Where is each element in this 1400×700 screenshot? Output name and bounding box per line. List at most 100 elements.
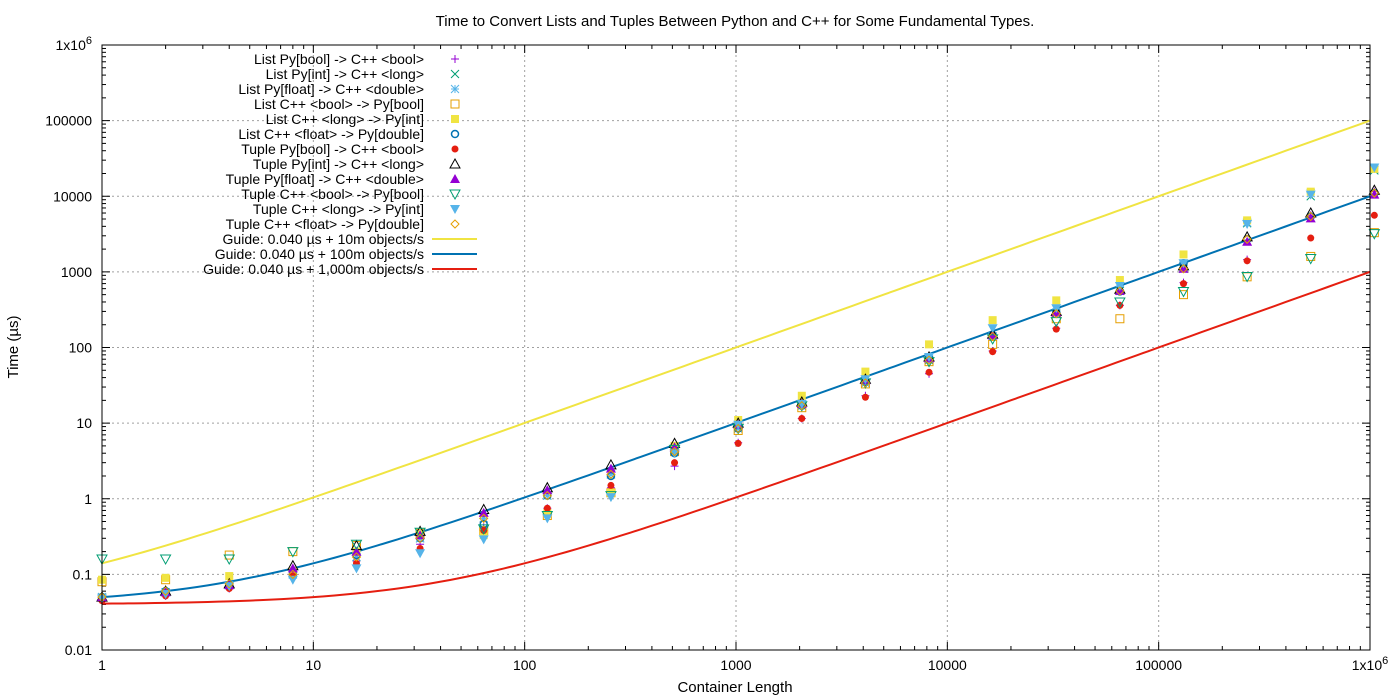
data-point [671, 459, 679, 467]
data-point [1369, 189, 1380, 199]
legend-label: Tuple Py[bool] -> C++ <bool> [241, 141, 424, 157]
legend-label: Tuple C++ <bool> -> Py[bool] [241, 186, 424, 202]
data-point [350, 539, 363, 551]
legend-label: Tuple C++ <float> -> Py[double] [226, 216, 424, 232]
data-point [288, 569, 298, 580]
data-point [924, 352, 935, 362]
x-tick-label: 10 [306, 657, 322, 673]
data-point [1115, 276, 1124, 285]
data-point [351, 546, 362, 556]
data-point [351, 564, 362, 574]
y-tick-label: 10 [76, 415, 92, 431]
data-point [1242, 219, 1253, 229]
legend-label: Guide: 0.040 µs + 100m objects/s [215, 246, 424, 262]
data-point [1177, 287, 1190, 298]
legend-entry: List C++ <bool> -> Py[bool] [254, 96, 460, 112]
legend-label: Tuple Py[float] -> C++ <double> [226, 171, 424, 187]
data-point [606, 469, 616, 480]
plot-frame [101, 44, 1371, 651]
y-tick-label: 0.01 [65, 642, 92, 658]
legend-symbol [451, 115, 459, 123]
legend-entry: Guide: 0.040 µs + 1,000m objects/s [203, 261, 477, 277]
data-point [478, 507, 489, 517]
data-point [1115, 286, 1125, 296]
data-point [796, 399, 807, 409]
data-point [734, 439, 742, 447]
data-point [1178, 264, 1189, 274]
data-point [161, 573, 170, 582]
y-tick-label: 1 [84, 491, 92, 507]
data-point [1305, 213, 1316, 223]
data-point [605, 493, 616, 503]
data-point [669, 446, 680, 457]
data-point [1242, 234, 1252, 244]
legend: List Py[bool] -> C++ <bool>List Py[int] … [203, 51, 477, 277]
data-point [415, 533, 425, 544]
guide-line [101, 270, 1371, 605]
legend-symbol [451, 145, 459, 153]
legend-symbol [450, 69, 460, 79]
legend-label: List Py[bool] -> C++ <bool> [254, 51, 424, 67]
data-point [1307, 234, 1315, 242]
data-point [605, 463, 616, 473]
data-point [542, 491, 552, 500]
data-point [988, 316, 997, 325]
legend-label: List Py[int] -> C++ <long> [266, 66, 424, 82]
legend-label: Guide: 0.040 µs + 1,000m objects/s [203, 261, 424, 277]
x-tick-label: 10000 [928, 657, 967, 673]
data-point [860, 375, 871, 385]
y-tick-label: 1000 [61, 264, 92, 280]
data-point [542, 485, 553, 495]
data-point [477, 524, 490, 535]
data-point [606, 470, 616, 479]
data-point [987, 324, 998, 334]
data-point [860, 378, 871, 388]
x-axis-title: Container Length [677, 679, 792, 696]
data-points [96, 163, 1381, 605]
data-point [287, 547, 299, 558]
legend-entry: List Py[int] -> C++ <long> [266, 66, 460, 82]
data-point [224, 582, 235, 592]
legend-label: Tuple Py[int] -> C++ <long> [253, 156, 424, 172]
data-point [1051, 304, 1062, 314]
data-point [479, 531, 488, 540]
data-point [352, 552, 361, 562]
data-point [669, 449, 680, 459]
axis-ticks: 1 10 100 1000 10000 100000 1x106 0.01 0.1 1 10 100 1… [45, 35, 1388, 673]
data-point [1306, 211, 1316, 222]
legend-entry: List C++ <long> -> Py[int] [266, 111, 459, 127]
data-point [1241, 271, 1253, 283]
data-point [797, 391, 806, 400]
data-point [1368, 229, 1381, 240]
legend-symbol [449, 189, 461, 201]
data-point [925, 368, 933, 376]
data-point [1243, 257, 1251, 265]
y-tick-label: 1x106 [56, 35, 92, 53]
data-point [606, 488, 615, 497]
data-point [1179, 250, 1188, 259]
legend-label: List C++ <bool> -> Py[bool] [254, 96, 424, 112]
legend-symbol [450, 174, 460, 183]
legend-label: List C++ <long> -> Py[int] [266, 111, 424, 127]
data-point [925, 340, 934, 349]
series-12 [97, 188, 1380, 602]
data-point [1305, 190, 1316, 200]
data-point [989, 348, 997, 356]
data-point [861, 367, 870, 376]
data-point [542, 514, 553, 524]
data-point [478, 535, 489, 545]
x-tick-label: 1 [98, 657, 106, 673]
legend-entry: Tuple C++ <long> -> Py[int] [253, 201, 460, 217]
data-point [733, 423, 743, 434]
y-tick-label: 0.1 [73, 566, 93, 582]
data-point [798, 415, 806, 423]
data-point [224, 579, 234, 589]
x-tick-label: 100000 [1135, 657, 1182, 673]
legend-entry: List Py[bool] -> C++ <bool> [254, 51, 459, 67]
data-point [225, 572, 234, 581]
data-point [1051, 308, 1061, 319]
legend-entry: Guide: 0.040 µs + 10m objects/s [223, 231, 477, 247]
y-tick-label: 100 [69, 340, 93, 356]
legend-label: Guide: 0.040 µs + 10m objects/s [223, 231, 424, 247]
